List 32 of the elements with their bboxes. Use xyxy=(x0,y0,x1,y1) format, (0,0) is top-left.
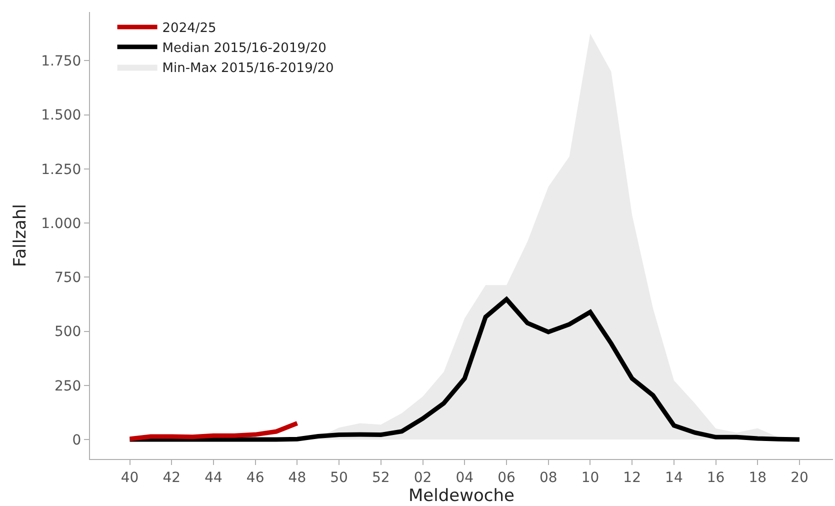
x-tick-label: 50 xyxy=(330,470,348,486)
x-tick-label: 08 xyxy=(539,470,558,486)
y-tick-label: 500 xyxy=(54,324,82,340)
x-tick-label: 10 xyxy=(581,470,600,486)
y-tick-label: 0 xyxy=(72,432,82,448)
y-tick-label: 1.500 xyxy=(41,108,82,124)
x-tick-label: 46 xyxy=(246,470,264,486)
y-tick-label: 1.000 xyxy=(41,216,82,232)
y-tick-label: 1.250 xyxy=(41,162,82,178)
x-tick-label: 20 xyxy=(790,470,808,486)
x-tick-label: 02 xyxy=(414,470,432,486)
x-tick-label: 18 xyxy=(748,470,767,486)
y-tick-label: 250 xyxy=(54,378,82,394)
x-tick-label: 44 xyxy=(204,470,222,486)
x-tick-label: 04 xyxy=(456,470,474,486)
x-tick-label: 48 xyxy=(288,470,306,486)
line-series xyxy=(128,421,300,442)
legend-label: Median 2015/16-2019/20 xyxy=(162,40,326,56)
line-series xyxy=(128,297,802,442)
x-tick-label: 40 xyxy=(120,470,139,486)
legend-label: Min-Max 2015/16-2019/20 xyxy=(162,60,334,76)
x-tick-label: 52 xyxy=(372,470,390,486)
x-tick-label: 42 xyxy=(162,470,181,486)
x-tick-label: 12 xyxy=(623,470,641,486)
x-tick-label: 06 xyxy=(498,470,516,486)
x-tick-label: 14 xyxy=(665,470,683,486)
y-axis-title: Fallzahl xyxy=(10,204,31,267)
y-tick-label: 1.750 xyxy=(41,54,82,70)
x-axis-title: Meldewoche xyxy=(408,486,514,506)
legend-label: 2024/25 xyxy=(162,21,216,36)
x-tick-label: 16 xyxy=(706,470,725,486)
y-tick-label: 750 xyxy=(54,270,82,286)
